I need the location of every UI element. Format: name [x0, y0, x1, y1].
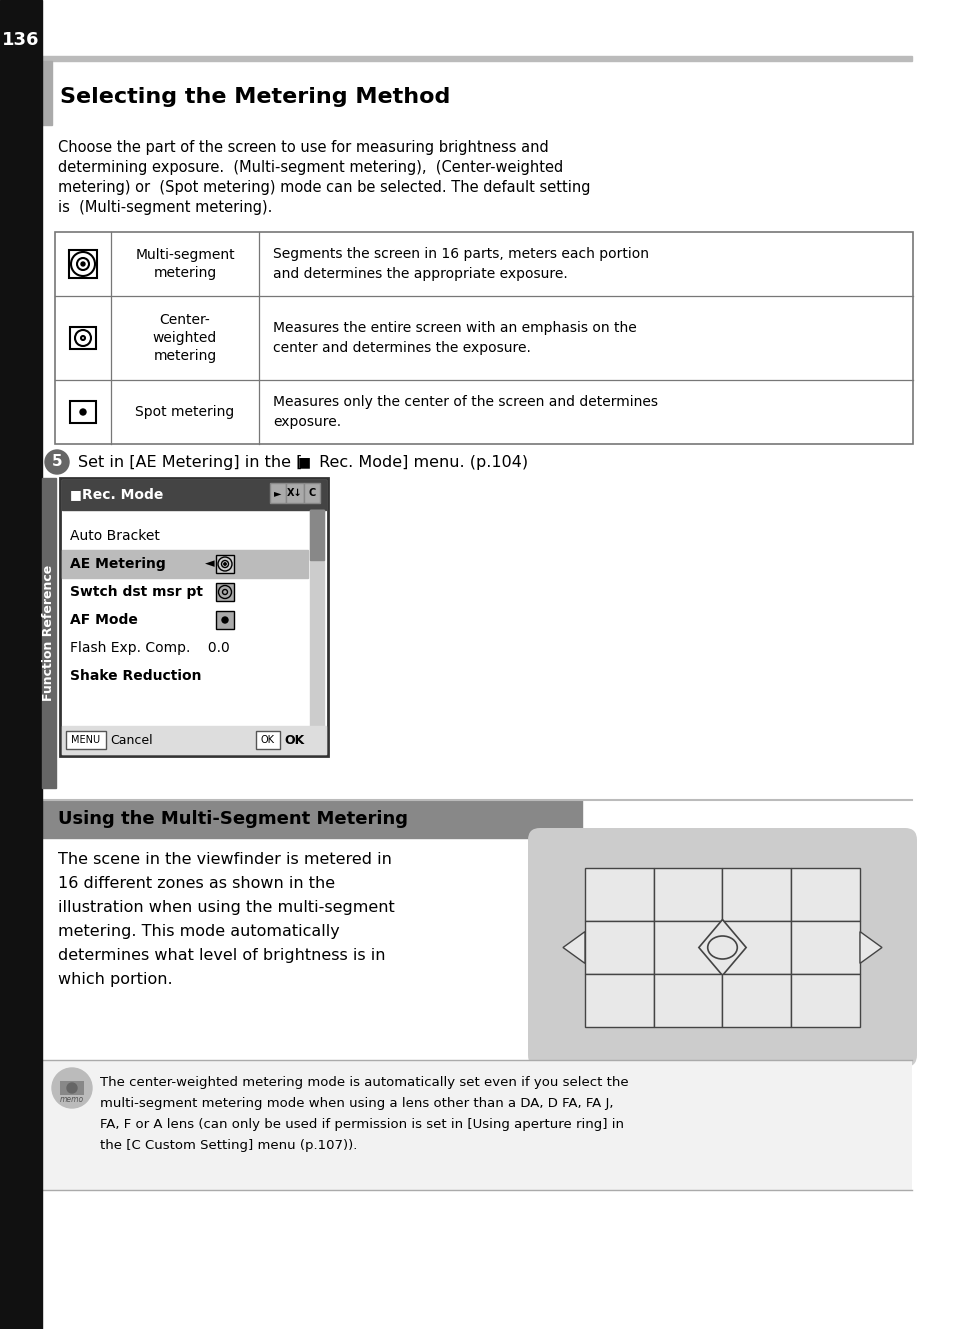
Circle shape	[81, 262, 85, 266]
Text: C: C	[308, 488, 315, 498]
Text: is  (Multi-segment metering).: is (Multi-segment metering).	[58, 199, 273, 215]
Bar	[255, 731, 280, 750]
Text: 16 different zones as shown in the: 16 different zones as shown in the	[58, 876, 335, 890]
Text: illustration when using the multi-segment: illustration when using the multi-segmen…	[58, 900, 395, 914]
Text: metering. This mode automatically: metering. This mode automatically	[58, 924, 339, 940]
FancyBboxPatch shape	[527, 828, 916, 1067]
Bar	[70, 327, 96, 350]
Bar	[70, 401, 96, 423]
Bar	[42, 61, 52, 125]
Text: Flash Exp. Comp.    0.0: Flash Exp. Comp. 0.0	[70, 641, 230, 655]
Bar	[653, 921, 790, 974]
Text: ■: ■	[297, 455, 311, 469]
Text: Swtch dst msr pt: Swtch dst msr pt	[70, 585, 203, 599]
Bar	[721, 868, 790, 921]
Text: MENU: MENU	[71, 735, 100, 746]
Bar	[69, 250, 97, 278]
Text: Measures the entire screen with an emphasis on the
center and determines the exp: Measures the entire screen with an empha…	[273, 322, 636, 355]
Text: The scene in the viewfinder is metered in: The scene in the viewfinder is metered i…	[58, 852, 392, 867]
Bar	[721, 974, 790, 1027]
Text: which portion.: which portion.	[58, 971, 172, 987]
Circle shape	[222, 617, 228, 623]
Bar	[60, 1080, 84, 1095]
Bar	[215, 556, 233, 573]
Text: Center-
weighted
metering: Center- weighted metering	[152, 312, 217, 363]
Text: ◄: ◄	[205, 557, 214, 570]
Text: Rec. Mode: Rec. Mode	[82, 488, 163, 502]
Text: The center-weighted metering mode is automatically set even if you select the: The center-weighted metering mode is aut…	[100, 1076, 628, 1088]
Text: Spot metering: Spot metering	[135, 405, 234, 419]
Text: X↓: X↓	[287, 488, 302, 498]
Bar	[42, 1061, 911, 1189]
Bar	[215, 583, 233, 601]
Text: AE Metering: AE Metering	[70, 557, 166, 571]
Text: determining exposure.  (Multi-segment metering),  (Center-weighted: determining exposure. (Multi-segment met…	[58, 159, 562, 175]
Text: Cancel: Cancel	[110, 734, 152, 747]
Text: Function Reference: Function Reference	[43, 565, 55, 702]
Text: memo: memo	[60, 1095, 84, 1104]
Circle shape	[67, 1083, 77, 1092]
Text: the [C Custom Setting] menu (p.107)).: the [C Custom Setting] menu (p.107)).	[100, 1139, 357, 1152]
Bar	[584, 868, 653, 921]
Text: Shake Reduction: Shake Reduction	[70, 668, 201, 683]
Circle shape	[224, 562, 226, 565]
Bar	[215, 611, 233, 629]
Bar	[304, 482, 319, 502]
Text: Segments the screen in 16 parts, meters each portion
and determines the appropri: Segments the screen in 16 parts, meters …	[273, 247, 648, 280]
Text: Set in [AE Metering] in the [: Set in [AE Metering] in the [	[78, 455, 302, 469]
Text: Multi-segment
metering: Multi-segment metering	[135, 247, 234, 280]
Polygon shape	[562, 932, 584, 964]
Bar	[60, 478, 328, 756]
Ellipse shape	[707, 936, 737, 960]
Circle shape	[80, 409, 86, 415]
Text: determines what level of brightness is in: determines what level of brightness is i…	[58, 948, 385, 964]
Bar	[310, 510, 324, 560]
Bar	[584, 974, 653, 1027]
Bar	[62, 550, 308, 578]
Bar	[653, 868, 721, 921]
Text: ■: ■	[70, 489, 82, 501]
Text: Using the Multi-Segment Metering: Using the Multi-Segment Metering	[58, 809, 408, 828]
Bar	[62, 726, 326, 754]
Bar	[66, 731, 106, 750]
Text: metering) or  (Spot metering) mode can be selected. The default setting: metering) or (Spot metering) mode can be…	[58, 179, 590, 195]
Bar	[62, 480, 326, 510]
Text: ►: ►	[274, 488, 281, 498]
Text: Selecting the Metering Method: Selecting the Metering Method	[60, 86, 450, 108]
Text: Auto Bracket: Auto Bracket	[70, 529, 160, 544]
Bar	[270, 482, 286, 502]
Bar	[42, 56, 911, 61]
Text: OK: OK	[261, 735, 274, 746]
Text: Measures only the center of the screen and determines
exposure.: Measures only the center of the screen a…	[273, 395, 658, 429]
Text: FA, F or A lens (can only be used if permission is set in [Using aperture ring] : FA, F or A lens (can only be used if per…	[100, 1118, 623, 1131]
Text: Choose the part of the screen to use for measuring brightness and: Choose the part of the screen to use for…	[58, 140, 548, 155]
Bar	[42, 478, 56, 788]
Bar	[790, 921, 859, 974]
Text: multi-segment metering mode when using a lens other than a DA, D FA, FA J,: multi-segment metering mode when using a…	[100, 1096, 613, 1110]
Text: 5: 5	[51, 455, 62, 469]
Polygon shape	[699, 920, 745, 975]
Text: Rec. Mode] menu. (p.104): Rec. Mode] menu. (p.104)	[314, 455, 528, 469]
Bar	[42, 800, 581, 839]
Bar	[0, 0, 42, 1329]
Bar	[55, 233, 912, 444]
Bar	[584, 921, 653, 974]
Polygon shape	[859, 932, 882, 964]
Bar	[653, 974, 721, 1027]
Bar	[310, 510, 324, 732]
Bar	[286, 482, 304, 502]
Bar	[790, 868, 859, 921]
Text: AF Mode: AF Mode	[70, 613, 138, 627]
Bar	[790, 974, 859, 1027]
Text: 136: 136	[2, 31, 40, 49]
Text: OK: OK	[284, 734, 304, 747]
Circle shape	[45, 451, 69, 474]
Circle shape	[52, 1069, 91, 1108]
